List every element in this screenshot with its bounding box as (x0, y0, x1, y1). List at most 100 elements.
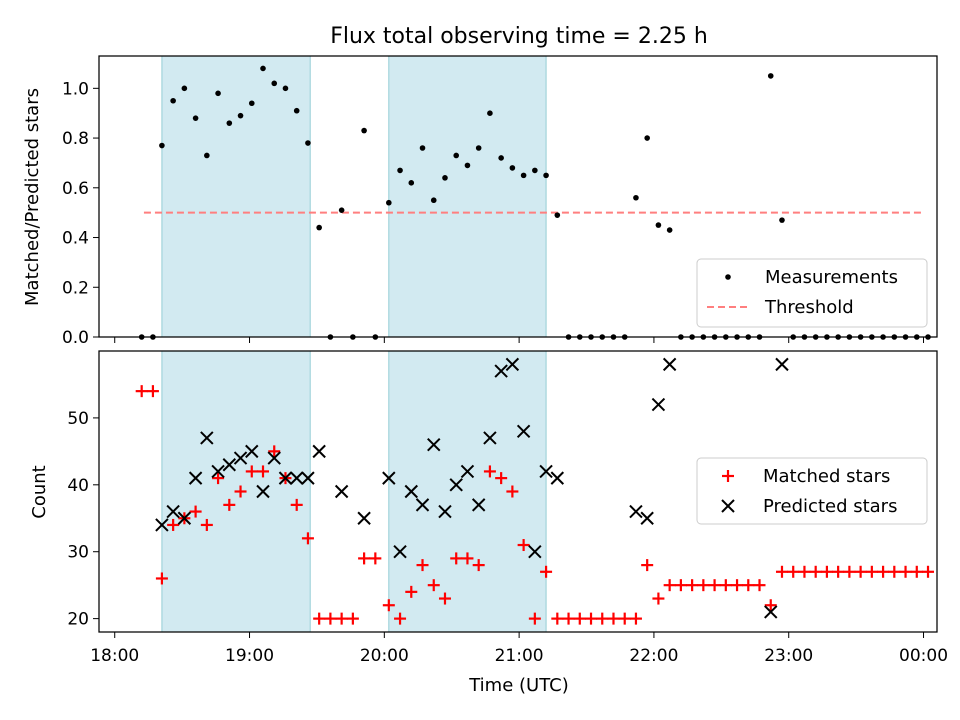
predicted-star-point (427, 437, 441, 452)
measurement-point (293, 107, 300, 114)
matched-star-point (719, 579, 732, 592)
matched-star-point (697, 579, 710, 592)
matched-star-point (155, 572, 168, 585)
measurement-point (419, 145, 426, 151)
legend-plus-glyph (722, 470, 734, 482)
predicted-star-point (312, 444, 326, 459)
predicted-star-point (256, 484, 270, 499)
measurement-point (509, 165, 516, 171)
matched-star-point (742, 579, 755, 592)
measurement-point (215, 90, 221, 97)
x-tick-label: 20:00 (360, 646, 409, 666)
matched-star-point (324, 612, 337, 625)
bottom-y-tick-label: 20 (67, 610, 89, 630)
bottom-y-tick-label: 30 (67, 543, 89, 563)
matched-star-point (618, 612, 631, 625)
matched-star-point (596, 612, 609, 625)
predicted-star-point (404, 484, 418, 499)
matched-star-point (663, 579, 676, 592)
legend-label-measurements: Measurements (765, 267, 898, 288)
measurement-point (271, 80, 278, 87)
measurement-point (644, 135, 650, 141)
matched-star-point (865, 565, 878, 578)
matched-star-point (450, 552, 463, 565)
matched-star-point (223, 498, 236, 511)
matched-star-point (346, 612, 359, 625)
bottom-panel: 20 30 40 50 18:00 19:00 20:00 21:00 22:00 23:00 0… (29, 350, 948, 696)
measurement-point (487, 110, 493, 116)
matched-star-point (731, 579, 744, 592)
matched-star-point (189, 505, 202, 518)
predicted-star-point (278, 471, 293, 485)
measurement-point (226, 120, 233, 126)
predicted-star-point (640, 511, 654, 525)
x-tick-label: 22:00 (629, 646, 678, 666)
matched-star-point (820, 565, 833, 578)
measurement-point (475, 145, 482, 151)
matched-star-point (495, 472, 508, 485)
predicted-star-point (471, 498, 486, 512)
predicted-star-point (211, 464, 225, 479)
predicted-star-point (460, 464, 475, 479)
matched-star-point (146, 385, 159, 398)
matched-star-point (416, 559, 429, 572)
matched-star-point (427, 579, 440, 592)
chart-title: Flux total observing time = 2.25 h (330, 24, 708, 49)
matched-star-point (562, 612, 575, 625)
measurement-point (282, 85, 289, 92)
predicted-star-point (393, 545, 407, 559)
predicted-star-point (289, 471, 304, 485)
measurement-point (520, 172, 527, 179)
x-tick-label: 21:00 (495, 646, 544, 666)
predicted-star-point (177, 511, 192, 525)
measurement-point (305, 140, 311, 146)
measurement-point (532, 167, 538, 174)
matched-star-point (540, 565, 553, 578)
bottom-y-axis-label: Count (29, 465, 50, 518)
matched-star-point (775, 565, 788, 578)
measurement-point (655, 222, 662, 228)
bottom-legend-box (696, 457, 928, 525)
measurement-point (408, 180, 415, 186)
matched-star-point (809, 565, 822, 578)
bottom-legend: Matched stars Predicted stars (696, 457, 928, 525)
predicted-star-point (415, 498, 430, 512)
predicted-star-point (505, 357, 520, 372)
matched-star-point (335, 612, 348, 625)
top-shaded-interval-1 (388, 55, 547, 338)
matched-star-point (212, 472, 225, 485)
measurement-point (192, 115, 199, 121)
predicted-star-point (382, 471, 396, 485)
legend-label-matched: Matched stars (763, 466, 890, 487)
matched-star-point (369, 552, 382, 565)
matched-star-point (877, 565, 890, 578)
predicted-star-point (764, 605, 778, 619)
measurement-point (397, 167, 403, 174)
matched-star-point (483, 465, 496, 478)
predicted-star-point (200, 431, 214, 445)
measurement-point (633, 194, 639, 201)
measurement-point (260, 65, 266, 72)
matched-star-point (551, 612, 564, 625)
matched-star-point (268, 445, 281, 458)
measurement-point (498, 155, 504, 161)
measurement-point (554, 212, 561, 218)
top-y-tick-label: 0.6 (62, 179, 89, 199)
predicted-star-point (775, 357, 789, 372)
predicted-star-point (449, 478, 463, 492)
top-legend: Measurements Threshold (696, 258, 928, 328)
matched-star-point (832, 565, 845, 578)
measurement-point (170, 97, 176, 104)
matched-star-point (607, 612, 620, 625)
matched-star-point (167, 518, 180, 531)
matched-star-point (787, 565, 800, 578)
top-y-tick-label: 0.2 (62, 278, 89, 298)
predicted-star-point (516, 424, 531, 438)
measurement-point (430, 197, 437, 204)
top-y-tick-label: 0.8 (62, 129, 89, 149)
predicted-star-point (438, 504, 452, 519)
top-shaded-interval-0 (161, 55, 311, 338)
x-tick-label: 23:00 (764, 646, 813, 666)
bottom-y-tick-label: 40 (67, 476, 89, 496)
